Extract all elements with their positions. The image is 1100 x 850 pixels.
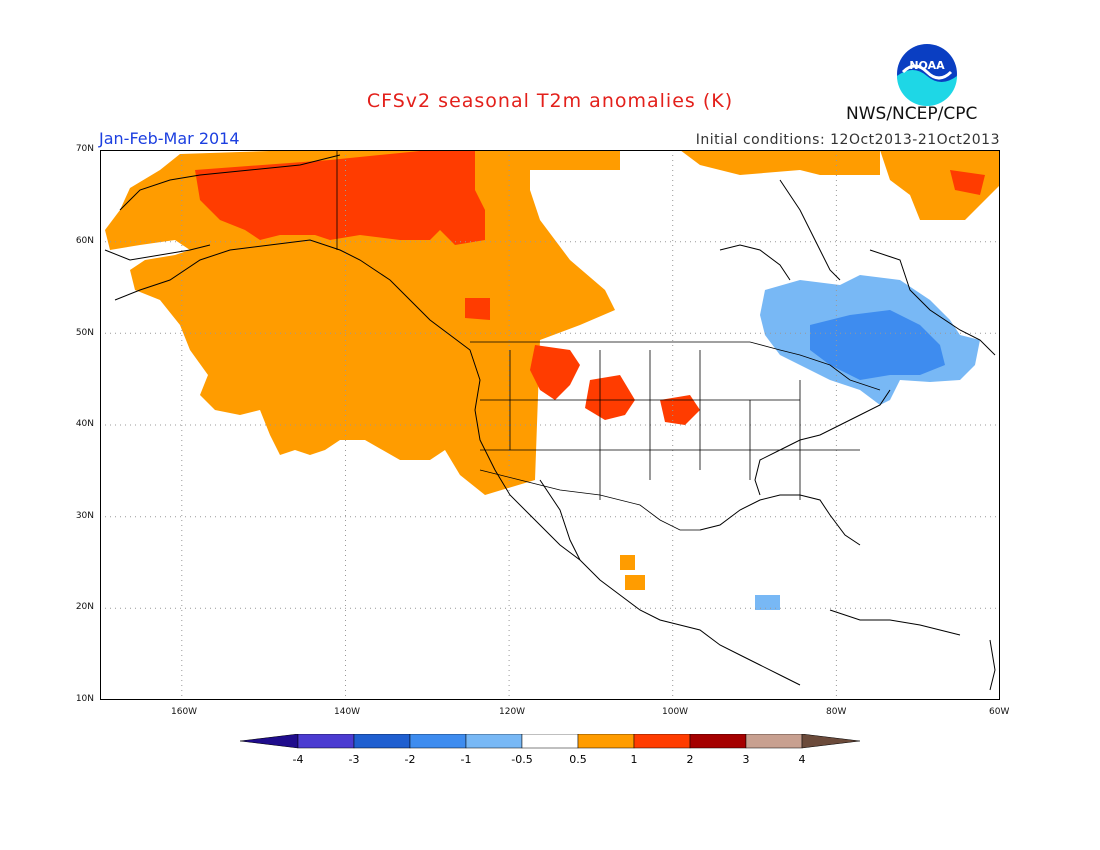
x-tick-80w: 80W (826, 707, 847, 717)
political-borders (336, 150, 881, 531)
chart-title: CFSv2 seasonal T2m anomalies (K) (366, 90, 734, 112)
x-tick-60w: 60W (989, 707, 1010, 717)
colorbar-label: 0.5 (569, 753, 587, 766)
colorbar-label: 2 (687, 753, 694, 766)
y-tick-20n: 20N (75, 602, 94, 612)
agency-label: NWS/NCEP/CPC (846, 104, 978, 124)
colorbar-swatch (745, 733, 803, 749)
cool-region-yucatan (755, 595, 780, 610)
colorbar-label: 1 (631, 753, 638, 766)
colorbar-label: -4 (293, 753, 304, 766)
y-tick-50n: 50N (75, 328, 94, 338)
colorbar-swatch (633, 733, 691, 749)
warm-region-greenland (880, 150, 1000, 220)
hot-region-yukon (465, 298, 490, 320)
colorbar-svg: -4 -3 -2 -1 -0.5 0.5 1 2 3 4 (239, 733, 861, 766)
colorbar-label: -3 (349, 753, 360, 766)
noaa-logo: NOAA (895, 42, 959, 110)
warm-region-alaska (105, 150, 620, 495)
logo-text: NOAA (909, 59, 945, 72)
colorbar-label: 4 (799, 753, 806, 766)
hot-region-rockies (530, 345, 580, 400)
y-tick-70n: 70N (75, 144, 94, 154)
colorbar-swatch (577, 733, 635, 749)
x-tick-140w: 140W (334, 707, 361, 717)
warm-region-arctic (680, 150, 880, 175)
y-tick-10n: 10N (75, 694, 94, 704)
hot-region-labrador (950, 170, 985, 195)
hot-region-alaska (195, 150, 485, 245)
cold-region-canada (810, 310, 945, 380)
y-tick-40n: 40N (75, 419, 94, 429)
colorbar-label: -2 (405, 753, 416, 766)
colorbar: -4 -3 -2 -1 -0.5 0.5 1 2 3 4 (238, 733, 863, 778)
colorbar-swatch (353, 733, 411, 749)
colorbar-label: 3 (743, 753, 750, 766)
colorbar-swatch (297, 733, 355, 749)
colorbar-swatch (409, 733, 467, 749)
x-tick-160w: 160W (171, 707, 198, 717)
y-tick-30n: 30N (75, 511, 94, 521)
colorbar-swatch (521, 733, 579, 749)
colorbar-arrow-high (801, 733, 861, 749)
anomaly-shading (105, 150, 1000, 610)
x-tick-100w: 100W (662, 707, 689, 717)
y-tick-60n: 60N (75, 236, 94, 246)
colorbar-swatch (689, 733, 747, 749)
colorbar-label: -1 (461, 753, 472, 766)
colorbar-arrow-low (239, 733, 299, 749)
map-svg (99, 149, 1001, 701)
anomaly-map (99, 149, 1001, 704)
colorbar-label: -0.5 (511, 753, 532, 766)
colorbar-swatch (465, 733, 523, 749)
x-tick-120w: 120W (499, 707, 526, 717)
hot-region-colorado (585, 375, 635, 420)
period-label: Jan-Feb-Mar 2014 (99, 129, 240, 148)
graticule (100, 150, 1000, 700)
coastlines (104, 154, 996, 691)
initial-conditions-label: Initial conditions: 12Oct2013-21Oct2013 (695, 132, 1000, 148)
warm-region-mexico (620, 555, 645, 590)
hot-region-kansas (660, 395, 700, 425)
